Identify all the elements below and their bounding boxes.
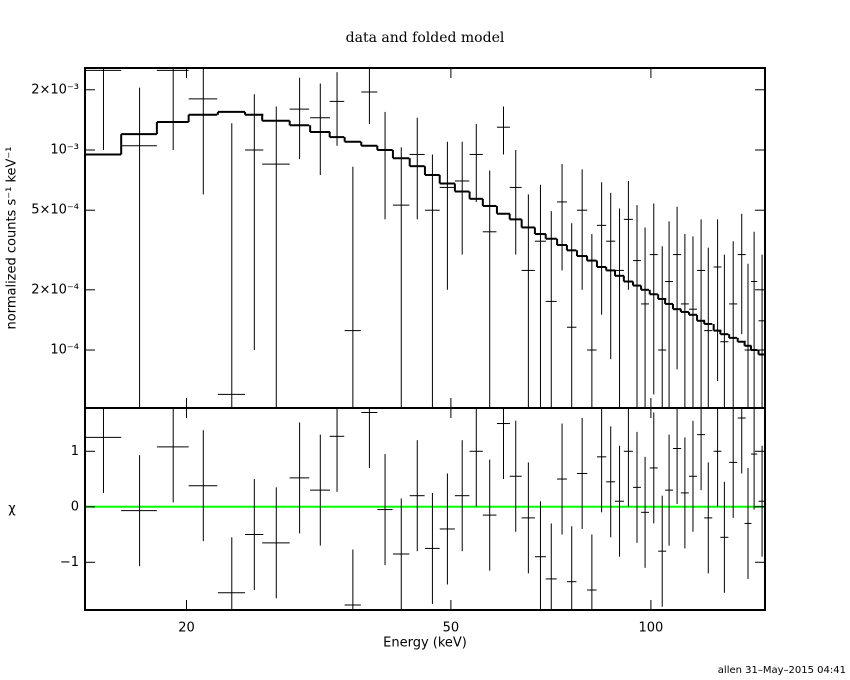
y-axis-label: normalized counts s⁻¹ keV⁻¹: [5, 147, 20, 330]
plot-frame: [84, 407, 766, 611]
y-tick-label: 5×10⁻⁴: [31, 203, 79, 218]
footer: allen 31–May–2015 04:41: [718, 665, 846, 676]
chart-title: data and folded model: [346, 30, 505, 46]
plot-area: [85, 408, 765, 610]
y-tick-label: 0: [71, 499, 79, 514]
x-tick-label: 20: [178, 621, 195, 636]
x-tick-label: 100: [638, 621, 663, 636]
y-tick-label: −1: [60, 555, 79, 570]
x-tick-label: 50: [443, 621, 460, 636]
y-tick-label: 1: [71, 444, 79, 459]
y-axis-label: χ: [8, 502, 16, 517]
y-tick-label: 10⁻³: [50, 142, 79, 157]
y-tick-label: 10⁻⁴: [50, 343, 79, 358]
plot-area: [85, 68, 765, 408]
y-tick-label: 2×10⁻³: [31, 82, 79, 97]
y-tick-label: 2×10⁻⁴: [31, 282, 79, 297]
x-axis-label: Energy (keV): [383, 636, 467, 651]
